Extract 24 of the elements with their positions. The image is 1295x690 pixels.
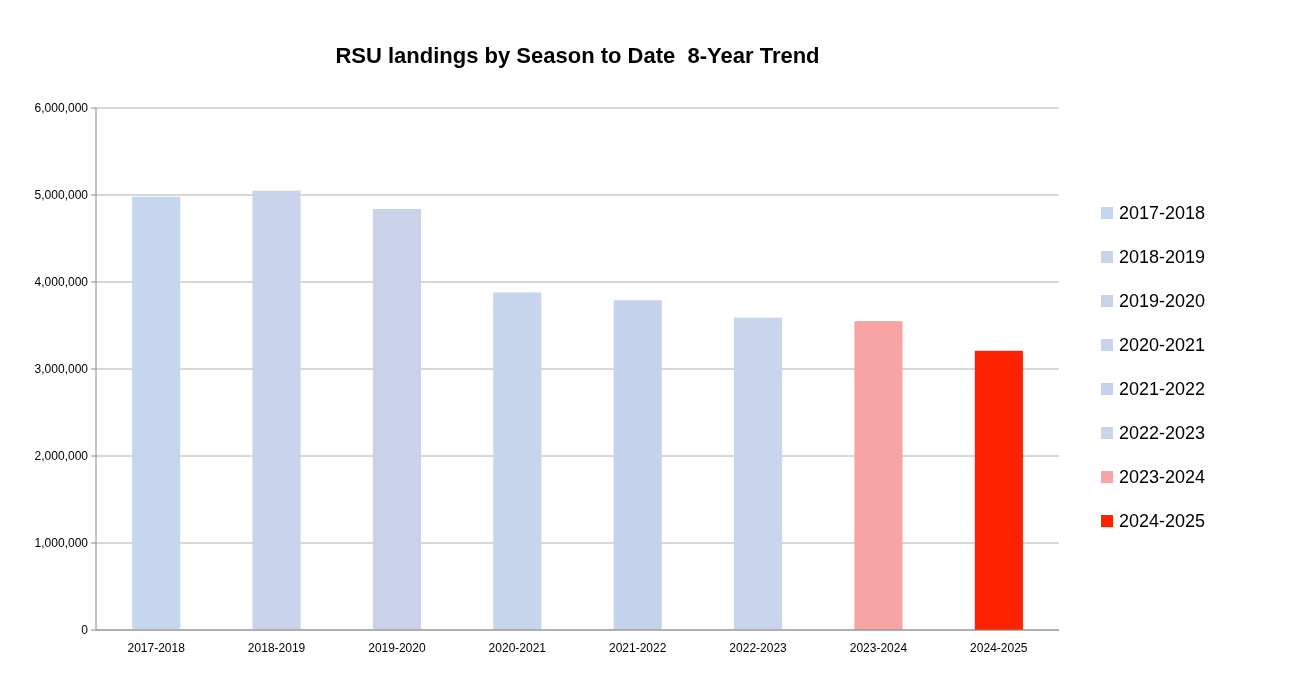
legend-label: 2020-2021 <box>1119 335 1206 356</box>
y-tick-label: 6,000,000 <box>34 101 89 116</box>
x-tick-label: 2019-2020 <box>368 641 426 655</box>
chart-title: RSU landings by Season to Date 8-Year Trend <box>335 43 820 68</box>
legend-label: 2019-2020 <box>1119 291 1206 312</box>
legend-label: 2024-2025 <box>1119 511 1206 532</box>
x-tick-label: 2024-2025 <box>970 641 1028 655</box>
legend-label: 2021-2022 <box>1119 379 1206 400</box>
y-tick-label: 0 <box>81 623 89 638</box>
y-tick-label: 1,000,000 <box>34 536 89 551</box>
x-tick-label: 2023-2024 <box>849 641 908 655</box>
x-tick-label: 2020-2021 <box>488 641 547 655</box>
y-tick-label: 5,000,000 <box>34 188 89 203</box>
x-tick-label: 2021-2022 <box>608 641 667 655</box>
x-tick-label: 2017-2018 <box>127 641 186 655</box>
legend-label: 2018-2019 <box>1119 247 1206 268</box>
legend-label: 2022-2023 <box>1119 423 1206 444</box>
y-tick-label: 3,000,000 <box>34 362 89 377</box>
x-tick-label: 2022-2023 <box>729 641 788 655</box>
legend-label: 2017-2018 <box>1119 203 1206 224</box>
y-tick-label: 2,000,000 <box>34 449 89 464</box>
y-tick-label: 4,000,000 <box>34 275 89 290</box>
legend-label: 2023-2024 <box>1119 467 1206 488</box>
x-tick-label: 2018-2019 <box>247 641 306 655</box>
